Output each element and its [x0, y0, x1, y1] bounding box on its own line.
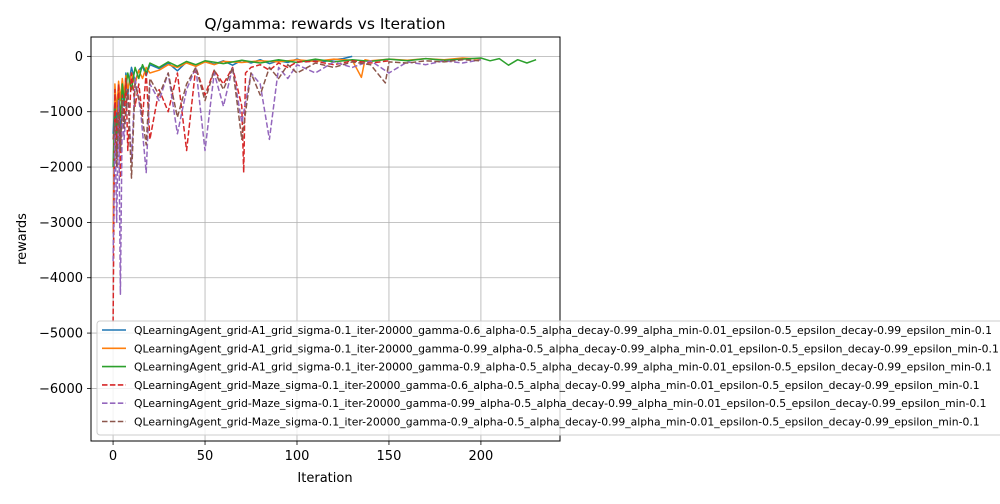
- axes-frame: [90, 36, 561, 442]
- y-tick-label: 0: [75, 50, 83, 65]
- series-layer: [112, 55, 537, 323]
- chart-title: Q/gamma: rewards vs Iteration: [204, 15, 445, 33]
- legend-entry-4: QLearningAgent_grid-Maze_sigma-0.1_iter-…: [134, 379, 980, 392]
- y-ticks: 0 −1000 −2000 −3000 −4000 −5000 −6000: [39, 50, 91, 397]
- series-line-2: [112, 57, 481, 234]
- legend: QLearningAgent_grid-A1_grid_sigma-0.1_it…: [96, 320, 1000, 436]
- legend-entry-5: QLearningAgent_grid-Maze_sigma-0.1_iter-…: [134, 397, 987, 410]
- x-ticks: 0 50 100 150 200: [109, 441, 493, 464]
- legend-entry-3: QLearningAgent_grid-A1_grid_sigma-0.1_it…: [134, 361, 992, 374]
- y-tick-label: −3000: [39, 216, 83, 231]
- x-tick-label: 150: [377, 449, 402, 464]
- x-axis-label: Iteration: [297, 471, 352, 486]
- x-tick-label: 100: [285, 449, 310, 464]
- y-tick-label: −6000: [39, 382, 83, 397]
- x-tick-label: 200: [468, 449, 493, 464]
- legend-entry-6: QLearningAgent_grid-Maze_sigma-0.1_iter-…: [134, 416, 980, 429]
- y-tick-label: −5000: [39, 327, 83, 342]
- y-tick-label: −1000: [39, 105, 83, 120]
- y-axis-label: rewards: [15, 213, 30, 265]
- y-tick-label: −4000: [39, 271, 83, 286]
- x-tick-label: 0: [109, 449, 117, 464]
- series-line-4: [112, 60, 390, 323]
- series-line-6: [112, 58, 481, 179]
- x-tick-label: 50: [197, 449, 214, 464]
- legend-entry-2: QLearningAgent_grid-A1_grid_sigma-0.1_it…: [134, 342, 999, 355]
- y-tick-label: −2000: [39, 161, 83, 176]
- series-line-3: [112, 57, 537, 168]
- legend-entry-1: QLearningAgent_grid-A1_grid_sigma-0.1_it…: [134, 324, 992, 337]
- legend-frame: [96, 320, 1000, 436]
